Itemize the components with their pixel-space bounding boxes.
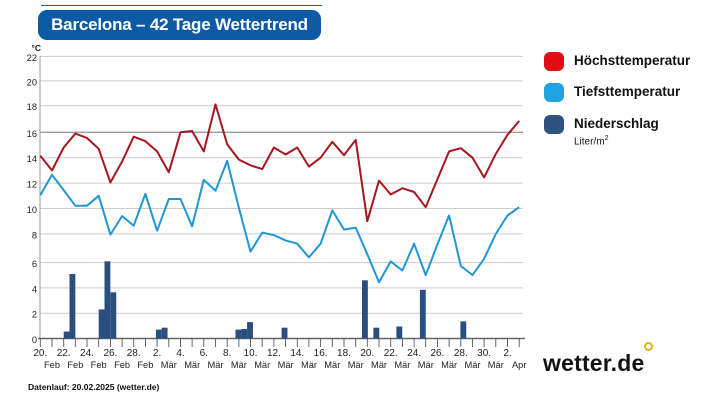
svg-text:Mär: Mär: [278, 360, 294, 370]
svg-text:Feb: Feb: [67, 360, 83, 370]
svg-text:26.: 26.: [103, 348, 117, 359]
svg-text:28.: 28.: [454, 348, 468, 359]
svg-text:Mär: Mär: [464, 360, 480, 370]
svg-text:8: 8: [32, 230, 37, 240]
svg-text:Feb: Feb: [114, 360, 130, 370]
svg-text:Mär: Mär: [371, 360, 387, 370]
svg-text:Feb: Feb: [91, 360, 107, 370]
svg-text:Mär: Mär: [231, 360, 247, 370]
svg-text:18.: 18.: [337, 348, 351, 359]
svg-text:Mär: Mär: [254, 360, 270, 370]
svg-text:22.: 22.: [57, 348, 71, 359]
svg-text:Mär: Mär: [161, 360, 177, 370]
svg-text:14: 14: [27, 154, 37, 164]
svg-text:10.: 10.: [244, 348, 258, 359]
svg-text:Mär: Mär: [324, 360, 340, 370]
svg-text:°C: °C: [31, 43, 41, 53]
svg-text:Mär: Mär: [441, 360, 457, 370]
svg-text:Feb: Feb: [137, 360, 153, 370]
svg-text:10: 10: [27, 205, 37, 215]
svg-text:20.: 20.: [360, 348, 374, 359]
svg-text:26.: 26.: [430, 348, 444, 359]
svg-text:12.: 12.: [267, 348, 281, 359]
svg-text:Apr: Apr: [512, 360, 526, 370]
svg-text:Mär: Mär: [184, 360, 200, 370]
svg-text:20.: 20.: [33, 348, 47, 359]
svg-text:12: 12: [27, 180, 37, 190]
svg-text:8.: 8.: [223, 348, 231, 359]
svg-text:16.: 16.: [314, 348, 328, 359]
svg-text:28.: 28.: [127, 348, 141, 359]
svg-text:Mär: Mär: [348, 360, 364, 370]
svg-text:Mär: Mär: [394, 360, 410, 370]
svg-text:Feb: Feb: [44, 360, 60, 370]
svg-text:30.: 30.: [477, 348, 491, 359]
svg-text:20: 20: [27, 77, 37, 87]
svg-text:Mär: Mär: [207, 360, 223, 370]
svg-text:6: 6: [32, 259, 37, 269]
svg-text:Mär: Mär: [301, 360, 317, 370]
svg-text:24.: 24.: [80, 348, 94, 359]
svg-text:16: 16: [27, 129, 37, 139]
svg-text:2.: 2.: [503, 348, 511, 359]
svg-text:18: 18: [27, 102, 37, 112]
svg-text:14.: 14.: [290, 348, 304, 359]
svg-text:24.: 24.: [407, 348, 421, 359]
svg-text:4.: 4.: [176, 348, 184, 359]
svg-text:2.: 2.: [153, 348, 161, 359]
svg-text:22: 22: [27, 53, 37, 63]
svg-text:2: 2: [32, 310, 37, 320]
svg-text:22.: 22.: [384, 348, 398, 359]
svg-text:4: 4: [32, 284, 37, 294]
svg-text:Mär: Mär: [488, 360, 504, 370]
svg-text:Mär: Mär: [418, 360, 434, 370]
svg-text:0: 0: [32, 335, 37, 345]
svg-text:6.: 6.: [200, 348, 208, 359]
